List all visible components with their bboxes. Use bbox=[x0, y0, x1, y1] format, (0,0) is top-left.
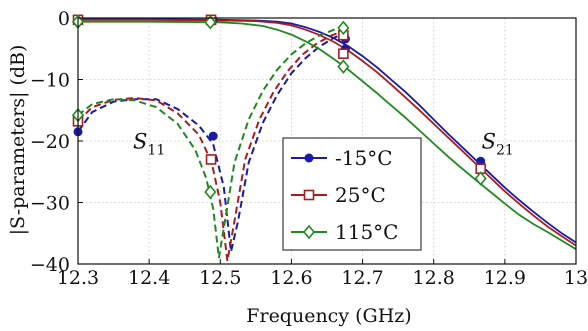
axis-ticks: 12.3 12.4 12.5 12.6 12.7 12.8 12.9 13 0 −10 −20 −30… bbox=[30, 8, 588, 289]
legend-entry-minus15c: -15°C bbox=[291, 146, 393, 170]
x-tick-label: 12.8 bbox=[413, 267, 455, 289]
legend-label-115c: 115°C bbox=[335, 220, 398, 244]
legend-label-25c: 25°C bbox=[335, 183, 386, 207]
legend-entry-115c: 115°C bbox=[291, 220, 398, 244]
s21-line bbox=[78, 18, 577, 247]
x-tick-label: 13 bbox=[564, 267, 588, 289]
s21-line bbox=[78, 20, 577, 250]
s11-marker bbox=[205, 154, 217, 165]
x-tick-label: 12.6 bbox=[270, 267, 312, 289]
s11-line bbox=[77, 26, 346, 259]
s11-annotation: S11 bbox=[133, 129, 165, 158]
x-tick-label: 12.7 bbox=[341, 267, 383, 289]
legend-marker-115c bbox=[302, 224, 316, 240]
legend-marker-25c bbox=[303, 189, 315, 201]
legend-entry-25c: 25°C bbox=[291, 183, 386, 207]
s11-marker bbox=[337, 20, 350, 36]
s11-line bbox=[77, 30, 349, 252]
s21-marker bbox=[338, 48, 349, 59]
legend: -15°C 25°C 115°C bbox=[282, 137, 422, 251]
s21-annotation: S21 bbox=[482, 129, 514, 158]
s21-line bbox=[78, 18, 577, 244]
s21-marker bbox=[337, 59, 350, 74]
s21-marker bbox=[474, 171, 487, 186]
legend-label-minus15c: -15°C bbox=[335, 146, 393, 170]
y-tick-label: −10 bbox=[30, 70, 70, 92]
y-tick-label: −40 bbox=[30, 254, 70, 276]
s21-marker bbox=[204, 15, 217, 30]
legend-marker-minus15c bbox=[304, 153, 314, 163]
y-tick-label: −20 bbox=[30, 131, 70, 153]
plot-lines bbox=[77, 18, 577, 262]
s11-marker bbox=[208, 131, 218, 141]
x-tick-label: 12.5 bbox=[199, 267, 241, 289]
y-tick-label: −30 bbox=[30, 193, 70, 215]
x-tick-label: 12.9 bbox=[484, 267, 526, 289]
x-axis-label: Frequency (GHz) bbox=[246, 305, 411, 327]
y-tick-label: 0 bbox=[58, 8, 70, 30]
x-tick-label: 12.3 bbox=[57, 267, 99, 289]
y-axis-label: |S-parameters| (dB) bbox=[7, 45, 29, 236]
s11-line bbox=[77, 29, 346, 262]
x-tick-label: 12.4 bbox=[128, 267, 170, 289]
plot-markers bbox=[71, 14, 487, 200]
s11-marker bbox=[204, 184, 217, 200]
